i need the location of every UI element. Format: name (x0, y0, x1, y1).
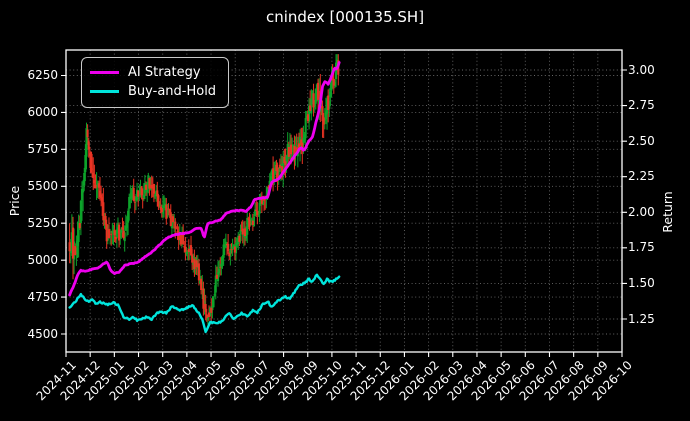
return-tick-label: 1.25 (628, 311, 655, 326)
ai-strategy-line-swatch (90, 71, 119, 74)
buy-and-hold-line (68, 273, 341, 334)
tick-marks (61, 69, 627, 357)
plot-spines (65, 49, 623, 353)
return-tick-label: 2.25 (628, 169, 655, 184)
price-tick-label: 6250 (27, 68, 58, 82)
price-tick-label: 4750 (27, 289, 58, 304)
chart-title: cnindex [000135.SH] (265, 8, 425, 26)
buy-and-hold-line-swatch (90, 90, 119, 93)
legend-item-ai-strategy: AI Strategy (90, 63, 218, 82)
price-tick-label: 5750 (27, 141, 58, 156)
ai-strategy-line (68, 61, 341, 297)
return-tick-label: 1.50 (628, 275, 655, 290)
legend-item-buy-and-hold: Buy-and-Hold (90, 82, 218, 101)
price-tick-label: 4500 (27, 326, 58, 341)
candlesticks-layer (68, 54, 340, 325)
return-tick-label: 2.75 (628, 98, 655, 113)
price-tick-label: 5250 (27, 215, 58, 230)
gridlines (65, 50, 623, 352)
legend-label: AI Strategy (128, 65, 201, 80)
legend: AI Strategy Buy-and-Hold (81, 57, 229, 108)
return-tick-label: 3.00 (628, 62, 655, 77)
down-candle-bodies (68, 60, 340, 319)
return-tick-label: 2.50 (628, 133, 655, 148)
price-tick-label: 5500 (27, 178, 58, 193)
price-tick-label: 6000 (27, 104, 58, 119)
return-tick-label: 2.00 (628, 204, 655, 219)
legend-label: Buy-and-Hold (128, 84, 217, 99)
up-candle-bodies (69, 59, 339, 320)
price-tick-label: 5000 (27, 252, 58, 267)
return-tick-label: 1.75 (628, 240, 655, 255)
